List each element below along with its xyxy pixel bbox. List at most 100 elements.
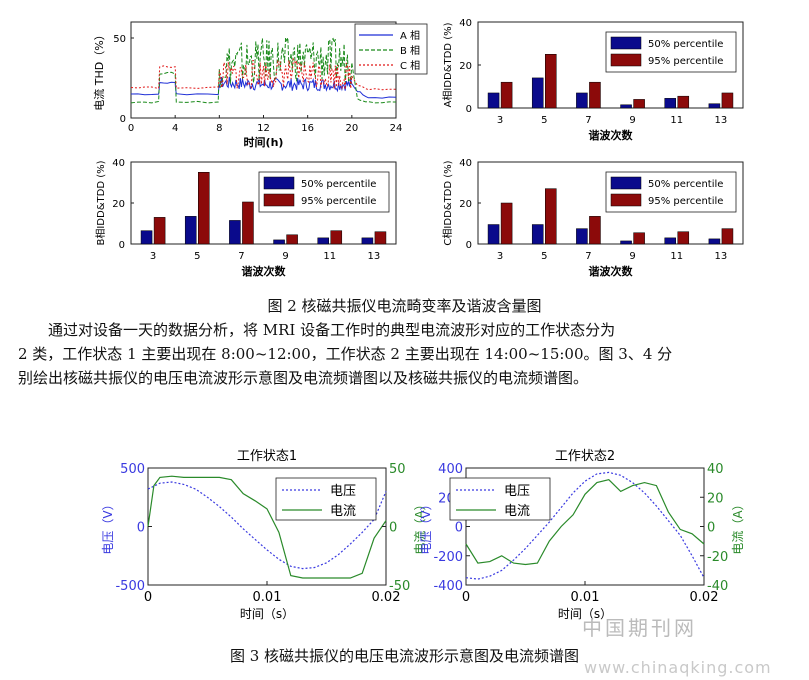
harmonic-chart-a: 3 5 7 9 11 13 0 20 40 谐波次数 A相IDD&TDD (%) 50% percen… (441, 18, 744, 142)
bar-95-percentile (677, 95, 690, 109)
harmonic-y-axis-label: A相IDD&TDD (%) (441, 22, 454, 107)
legend-swatch-50 (610, 36, 642, 50)
voltage-line (465, 471, 705, 580)
bar-50-percentile (361, 237, 374, 245)
harmonic-x-tick-label: 7 (585, 251, 591, 262)
waveform-x-tick-label: 0 (144, 590, 152, 605)
harmonic-x-tick-label: 5 (194, 251, 200, 262)
bar-95-percentile (545, 54, 557, 109)
waveform-legend-box (275, 477, 377, 521)
waveform-x-axis-label: 时间（s） (240, 607, 294, 621)
bar-95-percentile (633, 99, 645, 109)
bar-95-percentile (500, 81, 513, 109)
harmonic-y-tick-label: 40 (459, 18, 472, 29)
bar-95-percentile (242, 201, 254, 245)
bar-50-percentile (273, 239, 285, 245)
harmonic-y-tick-label: 20 (112, 199, 125, 210)
waveform-left-tick-label: -500 (115, 579, 145, 594)
bar-50-percentile (140, 230, 153, 245)
bar-95-percentile (677, 231, 690, 245)
legend-label-95: 95% percentile (648, 56, 723, 67)
thd-chart: 0 4 8 12 16 20 24 0 50 时间(h) 电流 THD（%） A 相 B 相 C 相 (92, 21, 428, 149)
harmonic-x-tick-label: 7 (585, 115, 591, 126)
bar-95-percentile (198, 172, 210, 245)
waveform-right-tick-label: 0 (707, 521, 715, 536)
harmonic-x-tick-label: 9 (629, 115, 635, 126)
harmonic-chart-c: 3 5 7 9 11 13 0 20 40 谐波次数 C相IDD&TDD (%) 50% percen… (441, 158, 744, 278)
bar-95-percentile (374, 231, 387, 245)
waveform-legend-box (449, 477, 551, 521)
harmonic-x-tick-label: 9 (282, 251, 288, 262)
harmonic-y-tick-label: 0 (466, 104, 472, 115)
thd-x-tick-label: 12 (257, 123, 270, 134)
waveform-x-tick-label: 0.01 (571, 590, 600, 605)
waveform-x-axis-label: 时间（s） (558, 607, 612, 621)
harmonic-y-tick-label: 0 (119, 240, 125, 251)
figure3-caption: 图 3 核磁共振仪的电压电流波形示意图及电流频谱图 (229, 647, 580, 665)
waveform-right-tick-label: -40 (707, 579, 728, 594)
harmonic-x-tick-label: 11 (323, 251, 336, 262)
bar-50-percentile (708, 238, 721, 245)
harmonic-x-axis-label: 谐波次数 (589, 264, 634, 278)
waveform-right-tick-label: -50 (389, 579, 410, 594)
bar-50-percentile (620, 104, 632, 109)
harmonic-x-tick-label: 13 (715, 251, 728, 262)
harmonic-x-tick-label: 5 (541, 115, 547, 126)
watermark-url: www.chinaqking.com (584, 658, 772, 677)
waveform-right-axis-label: 电流（A） (731, 498, 745, 554)
legend-label-50: 50% percentile (301, 179, 376, 190)
bar-50-percentile (229, 220, 241, 245)
bar-50-percentile (487, 224, 500, 245)
legend-swatch-50 (610, 176, 642, 190)
bar-95-percentile (330, 230, 343, 245)
harmonic-x-axis-label: 谐波次数 (589, 128, 634, 142)
harmonic-y-tick-label: 40 (459, 158, 472, 169)
thd-legend-label: B 相 (400, 44, 420, 57)
waveform-right-tick-label: 50 (389, 462, 406, 477)
legend-swatch-50 (263, 176, 295, 190)
waveform-right-tick-label: 20 (707, 491, 724, 506)
legend-label-50: 50% percentile (648, 179, 723, 190)
legend-current-label: 电流 (330, 504, 356, 519)
harmonic-y-tick-label: 40 (112, 158, 125, 169)
bar-50-percentile (664, 98, 676, 109)
bar-95-percentile (286, 234, 298, 245)
harmonic-x-tick-label: 11 (670, 251, 683, 262)
figure2-caption: 图 2 核磁共振仪电流畸变率及谐波含量图 (267, 297, 542, 315)
thd-legend: A 相 B 相 C 相 (354, 23, 428, 75)
harmonic-x-tick-label: 3 (497, 251, 503, 262)
waveform-left-tick-label: -200 (433, 550, 463, 565)
current-line (465, 479, 705, 566)
thd-x-tick-label: 24 (390, 123, 403, 134)
bar-50-percentile (317, 237, 330, 245)
waveform-left-tick-label: 500 (120, 462, 145, 477)
legend-swatch-95 (610, 193, 642, 207)
waveform-x-tick-label: 0.01 (253, 590, 282, 605)
harmonic-x-tick-label: 13 (715, 115, 728, 126)
waveform-x-tick-label: 0.02 (690, 590, 719, 605)
legend-current-label: 电流 (504, 504, 530, 519)
bar-95-percentile (153, 217, 166, 245)
waveform-left-axis-label: 电压（V） (419, 498, 433, 554)
thd-legend-label: A 相 (400, 29, 420, 42)
paragraph-line-3: 别绘出核磁共振仪的电压电流波形示意图及电流频谱图以及核磁共振仪的电流频谱图。 (18, 369, 589, 387)
legend-label-95: 95% percentile (648, 196, 723, 207)
thd-x-tick-label: 4 (172, 123, 178, 134)
bar-50-percentile (531, 224, 544, 245)
body-paragraph: 通过对设备一天的数据分析，将 MRI 设备工作时的典型电流波形对应的工作状态分为… (0, 318, 809, 390)
harmonic-x-tick-label: 11 (670, 115, 683, 126)
harmonic-y-tick-label: 20 (459, 199, 472, 210)
thd-x-tick-label: 20 (345, 123, 358, 134)
thd-x-tick-label: 16 (301, 123, 314, 134)
bar-50-percentile (620, 240, 632, 245)
harmonic-y-axis-label: B相IDD&TDD (%) (94, 160, 107, 245)
legend-label-95: 95% percentile (301, 196, 376, 207)
bar-95-percentile (500, 202, 513, 245)
waveform-title: 工作状态2 (555, 449, 615, 464)
harmonic-x-tick-label: 7 (238, 251, 244, 262)
bar-50-percentile (184, 216, 197, 245)
harmonic-x-tick-label: 3 (497, 115, 503, 126)
thd-y-axis-label: 电流 THD（%） (92, 29, 106, 110)
waveform-x-tick-label: 0.02 (372, 590, 401, 605)
